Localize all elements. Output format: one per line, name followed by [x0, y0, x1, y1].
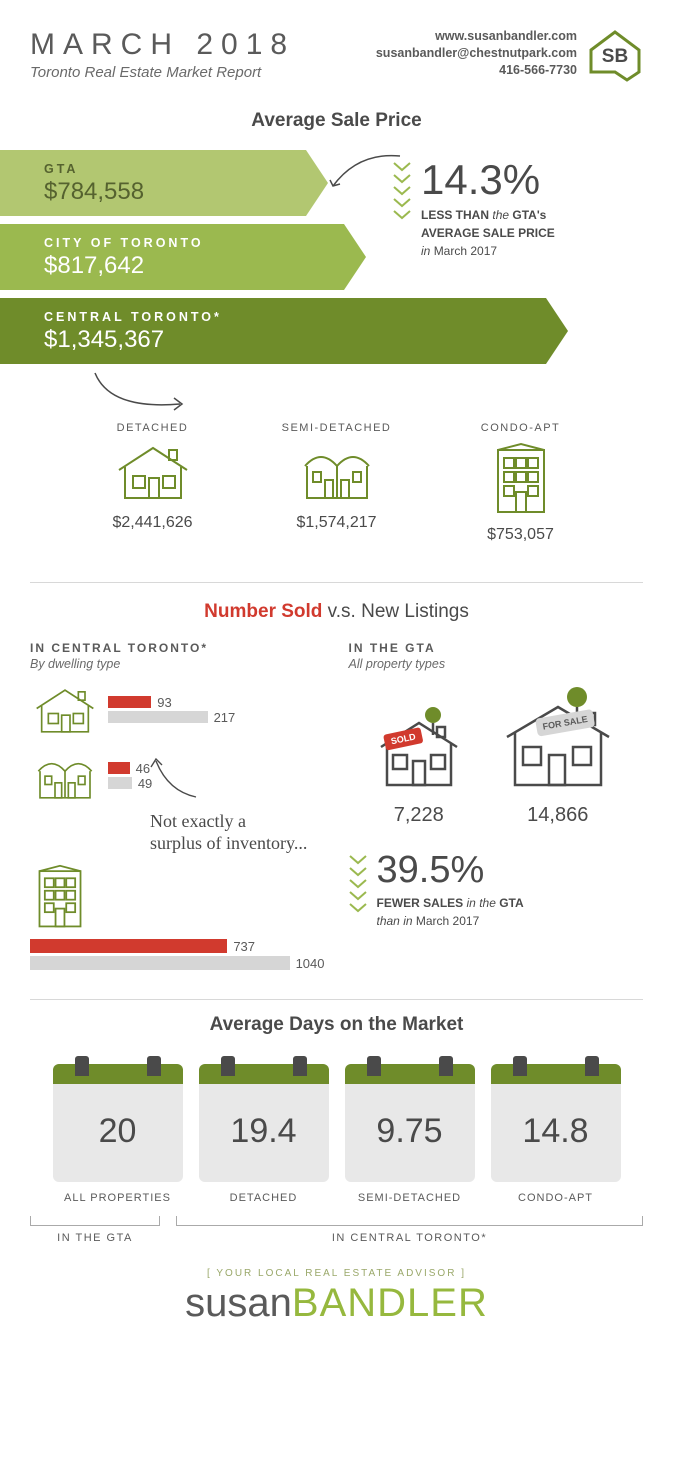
house-semi-icon: [30, 751, 100, 803]
listed-value: 217: [214, 710, 236, 725]
brackets: IN THE GTA IN CENTRAL TORONTO*: [0, 1210, 673, 1254]
bar-label: GTA: [44, 162, 288, 176]
dwell-row-detached: 93 217: [30, 685, 325, 737]
bracket-gta: IN THE GTA: [30, 1232, 160, 1244]
svg-text:SB: SB: [602, 46, 628, 67]
condo-icon: [488, 442, 554, 516]
bar-label: CITY OF TORONTO: [44, 236, 326, 250]
header-right: www.susanbandler.com susanbandler@chestn…: [376, 28, 643, 84]
cal-value: 14.8: [522, 1112, 588, 1151]
header-left: MARCH 2018 Toronto Real Estate Market Re…: [30, 28, 295, 81]
section3-title: Average Days on the Market: [0, 1014, 673, 1036]
chevrons-down-icon: [393, 162, 411, 260]
hero-pct: 14.3%: [421, 156, 555, 204]
type-price: $2,441,626: [78, 514, 228, 532]
title-red: Number Sold: [204, 601, 322, 622]
house-forsale-icon: FOR SALE: [493, 685, 623, 791]
house-detached-icon: [111, 442, 195, 504]
house-sold: SOLD 7,228: [369, 705, 469, 827]
col-head: IN THE GTA: [349, 641, 644, 655]
listed-count: 14,866: [493, 804, 623, 827]
cal-detached: 19.4 DETACHED: [199, 1064, 329, 1204]
brand-first: susan: [185, 1281, 292, 1325]
divider: [30, 582, 643, 583]
col-sub: All property types: [349, 657, 644, 671]
cal-label: CONDO-APT: [491, 1192, 621, 1204]
col-central: IN CENTRAL TORONTO* By dwelling type 93 …: [30, 641, 325, 973]
house-detached-icon: [30, 685, 100, 737]
phone: 416-566-7730: [376, 62, 577, 79]
gta-pct: 39.5%: [377, 849, 524, 892]
sold-count: 7,228: [369, 804, 469, 827]
header: MARCH 2018 Toronto Real Estate Market Re…: [0, 0, 673, 100]
house-sold-icon: SOLD: [369, 705, 469, 791]
divider: [30, 999, 643, 1000]
cal-condo: 14.8 CONDO-APT: [491, 1064, 621, 1204]
type-label: CONDO-APT: [446, 422, 596, 434]
chevrons-down-icon: [349, 855, 367, 930]
section2-title: Number Sold v.s. New Listings: [0, 601, 673, 623]
cal-label: SEMI-DETACHED: [345, 1192, 475, 1204]
section1-title: Average Sale Price: [0, 110, 673, 132]
cal-label: DETACHED: [199, 1192, 329, 1204]
footer-tag: [ YOUR LOCAL REAL ESTATE ADVISOR ]: [30, 1268, 643, 1279]
sb-logo-icon: SB: [587, 28, 643, 84]
hero-stat: 14.3% LESS THAN the GTA's AVERAGE SALE P…: [393, 156, 643, 260]
calendars: 20 ALL PROPERTIES 19.4 DETACHED 9.75 SEM…: [0, 1054, 673, 1210]
cal-semi: 9.75 SEMI-DETACHED: [345, 1064, 475, 1204]
type-label: SEMI-DETACHED: [262, 422, 412, 434]
email: susanbandler@chestnutpark.com: [376, 45, 577, 62]
footer: [ YOUR LOCAL REAL ESTATE ADVISOR ] susan…: [0, 1254, 673, 1352]
curve-arrow-icon: [90, 368, 190, 416]
col-gta: IN THE GTA All property types: [349, 641, 644, 973]
bar-value: $817,642: [44, 252, 326, 280]
price-bars: GTA $784,558 CITY OF TORONTO $817,642 CE…: [0, 150, 673, 364]
brand-last: BANDLER: [292, 1281, 488, 1325]
gta-stat: 39.5% FEWER SALES in the GTA than in Mar…: [349, 849, 644, 930]
title-rest: v.s. New Listings: [322, 601, 468, 622]
report-subtitle: Toronto Real Estate Market Report: [30, 64, 295, 81]
sold-value: 93: [157, 695, 171, 710]
bar-value: $1,345,367: [44, 326, 528, 354]
section2-grid: IN CENTRAL TORONTO* By dwelling type 93 …: [0, 641, 673, 985]
script-note: Not exactly a surplus of inventory...: [150, 811, 325, 854]
contact-info: www.susanbandler.com susanbandler@chestn…: [376, 28, 577, 79]
col-head: IN CENTRAL TORONTO*: [30, 641, 325, 655]
bar-label: CENTRAL TORONTO*: [44, 310, 528, 324]
type-price: $1,574,217: [262, 514, 412, 532]
cal-value: 20: [99, 1112, 137, 1151]
dwell-row-semi: 46 49: [30, 751, 325, 803]
cal-value: 9.75: [376, 1112, 442, 1151]
type-price: $753,057: [446, 526, 596, 544]
property-types: DETACHED $2,441,626 SEMI-DETACHED: [0, 422, 673, 568]
type-condo: CONDO-APT $753,057: [446, 422, 596, 544]
cal-label: ALL PROPERTIES: [53, 1192, 183, 1204]
hero-desc: LESS THAN the GTA's AVERAGE SALE PRICE i…: [421, 206, 555, 260]
cal-value: 19.4: [230, 1112, 296, 1151]
sold-value: 737: [233, 939, 255, 954]
bracket-central: IN CENTRAL TORONTO*: [176, 1232, 643, 1244]
listed-value: 1040: [296, 956, 325, 971]
report-month: MARCH 2018: [30, 28, 295, 62]
bar-value: $784,558: [44, 178, 288, 206]
condo-icon: [30, 864, 90, 930]
hero-text: 14.3% LESS THAN the GTA's AVERAGE SALE P…: [421, 156, 555, 260]
type-detached: DETACHED $2,441,626: [78, 422, 228, 544]
gta-desc: FEWER SALES in the GTA than in March 201…: [377, 894, 524, 930]
house-semi-icon: [295, 442, 379, 504]
cal-all: 20 ALL PROPERTIES: [53, 1064, 183, 1204]
footer-brand: susanBANDLER: [30, 1281, 643, 1326]
col-sub: By dwelling type: [30, 657, 325, 671]
website: www.susanbandler.com: [376, 28, 577, 45]
curve-arrow-icon: [148, 753, 208, 803]
house-forsale: FOR SALE 14,866: [493, 685, 623, 827]
bar-central: CENTRAL TORONTO* $1,345,367: [0, 298, 673, 364]
dwell-row-condo: 737 1040: [30, 864, 325, 970]
type-semi: SEMI-DETACHED $1,574,217: [262, 422, 412, 544]
type-label: DETACHED: [78, 422, 228, 434]
gta-houses: SOLD 7,228: [349, 685, 644, 827]
